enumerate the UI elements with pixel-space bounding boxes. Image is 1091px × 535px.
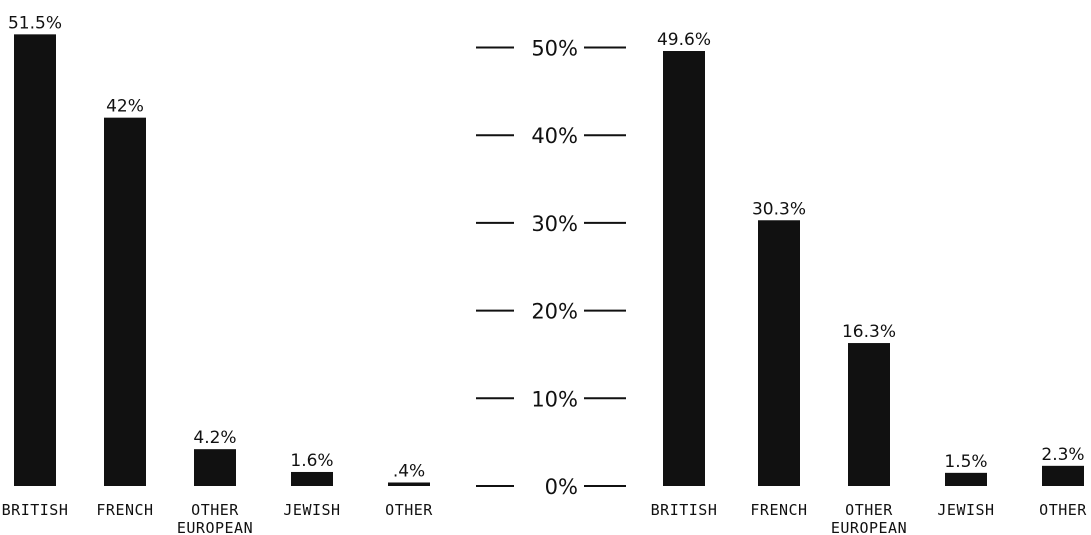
bar-french — [104, 117, 146, 486]
data-label: 1.6% — [290, 451, 333, 471]
tick-label: 40% — [531, 124, 578, 148]
bar-british — [663, 51, 705, 487]
category-label: OTHER — [1039, 501, 1087, 519]
data-label: 1.5% — [944, 452, 987, 472]
tick-label: 10% — [531, 387, 578, 411]
data-label: .4% — [393, 461, 425, 481]
chart-right: 49.6%BRITISH30.3%FRENCH16.3%OTHEREUROPEA… — [651, 30, 1087, 535]
category-label: FRENCH — [96, 501, 153, 519]
data-label: 51.5% — [8, 13, 62, 33]
category-label: OTHER — [845, 501, 893, 519]
category-label: JEWISH — [937, 501, 994, 519]
category-label: FRENCH — [750, 501, 807, 519]
bar-jewish — [291, 471, 333, 486]
category-label: OTHER — [191, 501, 239, 519]
tick-label: 50% — [531, 37, 578, 61]
category-label: BRITISH — [2, 501, 69, 519]
axis-tick: 10% — [476, 387, 626, 411]
bar-other-european — [194, 449, 236, 486]
category-label: OTHER — [385, 501, 433, 519]
data-label: 49.6% — [657, 30, 711, 50]
bar-other — [1042, 465, 1084, 486]
axis-tick: 20% — [476, 300, 626, 324]
bar-jewish — [945, 472, 987, 486]
tick-label: 20% — [531, 300, 578, 324]
bar-french — [758, 220, 800, 487]
tick-label: 0% — [545, 475, 578, 499]
bar-other — [388, 482, 430, 486]
category-label: EUROPEAN — [831, 519, 907, 535]
axis-tick: 40% — [476, 124, 626, 148]
axis-tick: 50% — [476, 37, 626, 61]
chart-left: 51.5%BRITISH42%FRENCH4.2%OTHEREUROPEAN1.… — [2, 13, 433, 535]
category-label: BRITISH — [651, 501, 718, 519]
axis-tick: 0% — [476, 475, 626, 499]
data-label: 30.3% — [752, 199, 806, 219]
data-label: 4.2% — [193, 428, 236, 448]
data-label: 16.3% — [842, 322, 896, 342]
axis-tick: 30% — [476, 212, 626, 236]
center-axis: 0% 10% 20% 30% 40% 50% — [476, 37, 626, 499]
data-label: 2.3% — [1041, 445, 1084, 465]
category-label: JEWISH — [283, 501, 340, 519]
bar-other-european — [848, 343, 890, 486]
category-label: EUROPEAN — [177, 519, 253, 535]
data-label: 42% — [106, 97, 144, 117]
tick-label: 30% — [531, 212, 578, 236]
bar-british — [14, 34, 56, 486]
